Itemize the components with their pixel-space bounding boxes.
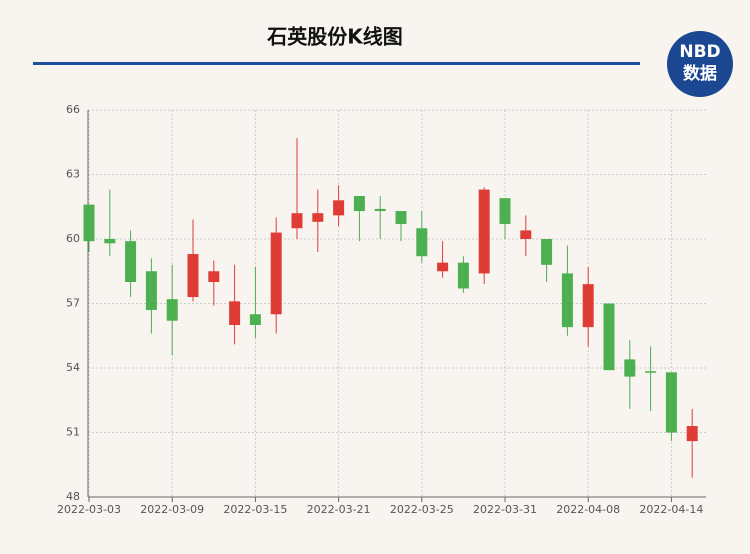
candle-body [603, 303, 615, 371]
candle-body [312, 213, 324, 222]
candle-body [416, 228, 428, 257]
candle-body [229, 301, 241, 325]
candle-body [249, 314, 261, 325]
x-tick-label: 2022-03-09 [140, 503, 204, 516]
candle-body [270, 232, 282, 315]
x-tick-label: 2022-03-21 [307, 503, 371, 516]
candle-body [166, 299, 178, 321]
x-tick-label: 2022-04-08 [556, 503, 620, 516]
x-tick-label: 2022-03-03 [57, 503, 121, 516]
candle-body [333, 200, 345, 216]
x-tick-label: 2022-03-31 [473, 503, 537, 516]
candle-body [291, 213, 303, 229]
title-rule [33, 62, 640, 65]
candle-body [187, 254, 199, 298]
candle-body [125, 241, 137, 282]
candle-body [582, 284, 594, 328]
candle-body [541, 239, 553, 265]
y-tick-label: 66 [66, 103, 80, 116]
y-tick-label: 48 [66, 490, 80, 503]
y-tick-label: 57 [66, 297, 80, 310]
candle-body [457, 262, 469, 289]
candle-body [686, 426, 698, 442]
candle-body [104, 239, 116, 244]
candle-body [499, 198, 511, 224]
logo [667, 31, 733, 97]
chart-title: 石英股份K线图 [266, 25, 403, 49]
x-tick-label: 2022-03-25 [390, 503, 454, 516]
y-tick-label: 54 [66, 361, 80, 374]
candle-body [374, 208, 386, 212]
candle-body [208, 271, 220, 282]
candle-body [665, 372, 677, 433]
candle-body [520, 230, 532, 239]
x-tick-label: 2022-03-15 [223, 503, 287, 516]
candle-body [353, 196, 365, 212]
candle-body [624, 359, 636, 377]
x-tick-label: 2022-04-14 [639, 503, 703, 516]
candle-body [437, 262, 449, 272]
candle-body [561, 273, 573, 328]
logo-text: 数据 [683, 63, 717, 84]
y-tick-label: 51 [66, 426, 80, 439]
candle-body [645, 371, 657, 373]
candle-body [83, 204, 95, 242]
y-tick-label: 63 [66, 168, 80, 181]
candle-body [145, 271, 157, 310]
y-tick-label: 60 [66, 232, 80, 245]
candle-body [478, 189, 490, 274]
candle-body [395, 211, 407, 224]
logo-text: NBD [679, 42, 720, 62]
